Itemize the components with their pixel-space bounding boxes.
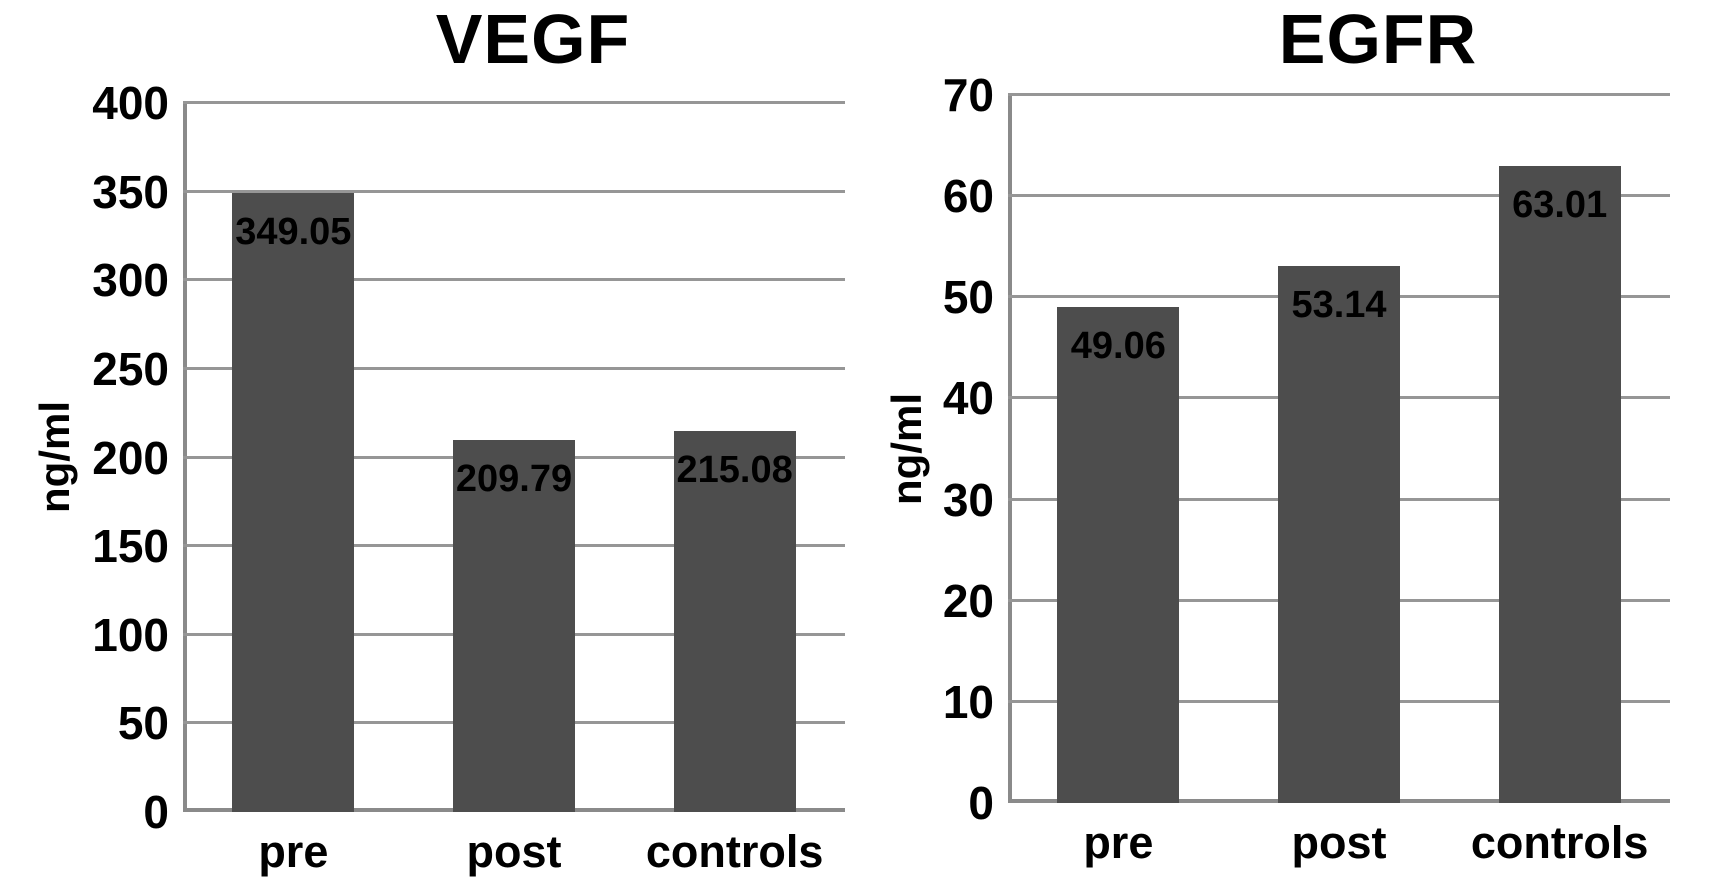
bar-egfr-post	[1278, 265, 1400, 803]
bar-egfr-controls	[1498, 165, 1621, 803]
chart-title: EGFR	[1278, 0, 1478, 78]
x-category-label: pre	[1083, 817, 1154, 868]
bar-value-label: 53.14	[1291, 283, 1387, 326]
y-tick-label: 70	[942, 69, 994, 121]
y-tick-label: 400	[92, 77, 169, 129]
y-tick-label: 100	[92, 608, 169, 661]
y-tick-label: 350	[92, 165, 169, 218]
bar-egfr-pre	[1057, 306, 1180, 803]
bar-vegf-controls	[673, 430, 796, 812]
y-tick-label: 20	[942, 574, 994, 627]
y-tick-label: 200	[92, 431, 169, 484]
bar-value-label: 349.05	[235, 211, 352, 254]
gridline	[183, 189, 845, 193]
y-tick-label: 0	[143, 786, 169, 838]
gridline	[183, 366, 845, 370]
y-tick-label: 150	[92, 520, 169, 573]
y-tick-label: 60	[942, 170, 994, 223]
bar-vegf-post	[453, 440, 575, 812]
y-tick-label: 50	[117, 697, 169, 750]
y-tick-label: 0	[968, 777, 994, 829]
bar-value-label: 49.06	[1070, 324, 1166, 367]
y-tick-label: 50	[942, 271, 994, 324]
bar-value-label: 215.08	[676, 448, 793, 491]
chart-title: VEGF	[435, 0, 631, 78]
gridline	[183, 101, 845, 104]
x-category-label: post	[1291, 817, 1387, 868]
x-category-label: controls	[645, 826, 824, 877]
x-category-label: controls	[1470, 817, 1649, 868]
y-tick-label: 30	[942, 473, 994, 526]
bar-value-label: 209.79	[455, 458, 573, 501]
y-tick-label: 40	[942, 372, 994, 425]
bar-value-label: 63.01	[1512, 183, 1608, 226]
bar-vegf-pre	[232, 193, 355, 812]
y-tick-label: 10	[942, 675, 994, 728]
y-tick-label: 300	[92, 254, 169, 307]
y-tick-label: 250	[92, 342, 169, 395]
x-category-label: post	[466, 826, 562, 877]
x-category-label: pre	[258, 826, 329, 877]
gridline	[183, 278, 845, 282]
y-axis-label: ng/ml	[883, 393, 930, 505]
gridline	[1008, 194, 1670, 198]
gridline	[1008, 93, 1670, 96]
